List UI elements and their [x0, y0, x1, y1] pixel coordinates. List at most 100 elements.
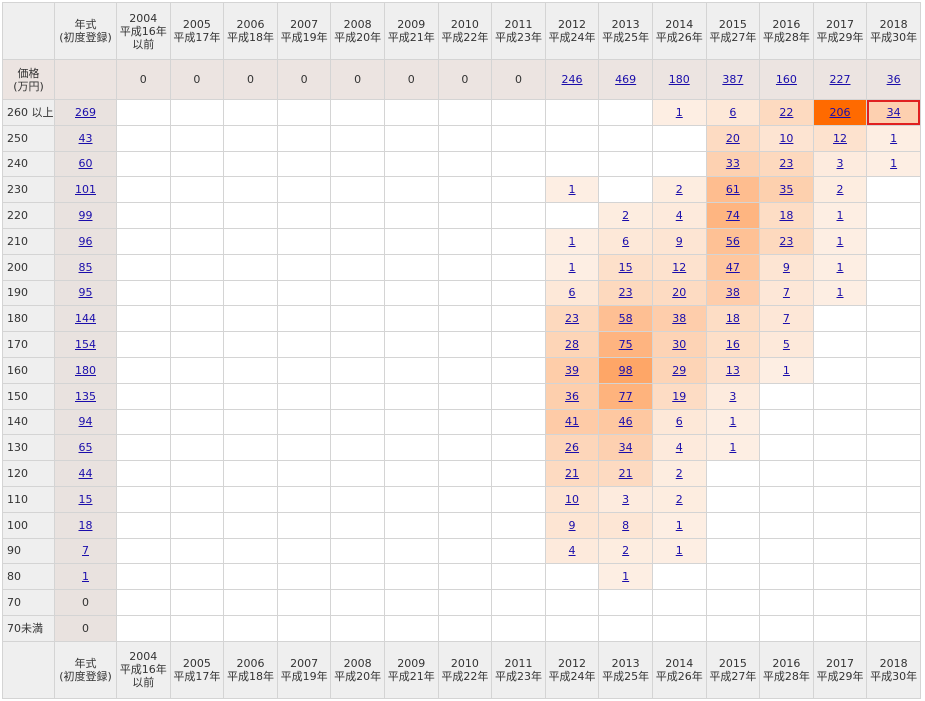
count-link[interactable]: 21 — [618, 467, 633, 481]
count-link[interactable]: 6 — [675, 415, 683, 429]
count-link[interactable]: 75 — [618, 338, 633, 352]
count-link[interactable]: 9 — [568, 518, 576, 532]
count-link[interactable]: 77 — [618, 389, 633, 403]
count-link[interactable]: 33 — [725, 157, 740, 171]
count-link[interactable]: 1 — [836, 286, 844, 300]
count-link[interactable]: 30 — [672, 338, 687, 352]
count-link[interactable]: 43 — [78, 131, 93, 145]
count-link[interactable]: 26 — [565, 441, 580, 455]
count-link[interactable]: 269 — [75, 105, 96, 119]
count-link[interactable]: 18 — [78, 518, 93, 532]
count-link[interactable]: 7 — [782, 286, 790, 300]
count-link[interactable]: 1 — [836, 209, 844, 223]
count-link[interactable]: 3 — [836, 157, 844, 171]
count-link[interactable]: 21 — [565, 467, 580, 481]
count-link[interactable]: 9 — [782, 260, 790, 274]
count-link[interactable]: 206 — [829, 105, 851, 119]
count-link[interactable]: 41 — [565, 415, 580, 429]
count-link[interactable]: 23 — [565, 312, 580, 326]
count-link[interactable]: 44 — [78, 467, 93, 481]
count-link[interactable]: 23 — [779, 157, 794, 171]
count-link[interactable]: 2 — [675, 467, 683, 481]
count-link[interactable]: 20 — [672, 286, 687, 300]
count-link[interactable]: 1 — [568, 234, 576, 248]
count-link[interactable]: 28 — [565, 338, 580, 352]
count-link[interactable]: 5 — [782, 338, 790, 352]
count-link[interactable]: 387 — [722, 73, 744, 86]
count-link[interactable]: 2 — [622, 544, 630, 558]
count-link[interactable]: 38 — [672, 312, 687, 326]
count-link[interactable]: 4 — [568, 544, 576, 558]
count-link[interactable]: 61 — [725, 183, 740, 197]
count-link[interactable]: 47 — [725, 260, 740, 274]
count-link[interactable]: 154 — [75, 338, 96, 352]
count-link[interactable]: 13 — [725, 363, 740, 377]
count-link[interactable]: 1 — [782, 363, 790, 377]
count-link[interactable]: 46 — [618, 415, 633, 429]
count-link[interactable]: 1 — [729, 415, 737, 429]
count-link[interactable]: 65 — [78, 441, 93, 455]
count-link[interactable]: 10 — [779, 131, 794, 145]
count-link[interactable]: 16 — [725, 338, 740, 352]
count-link[interactable]: 469 — [615, 73, 637, 86]
count-link[interactable]: 180 — [75, 363, 96, 377]
count-link[interactable]: 2 — [675, 183, 683, 197]
count-link[interactable]: 6 — [622, 234, 630, 248]
count-link[interactable]: 58 — [618, 312, 633, 326]
count-link[interactable]: 36 — [565, 389, 580, 403]
count-link[interactable]: 1 — [82, 570, 89, 584]
count-link[interactable]: 8 — [622, 518, 630, 532]
count-link[interactable]: 15 — [78, 492, 93, 506]
count-link[interactable]: 60 — [78, 157, 93, 171]
count-link[interactable]: 1 — [568, 260, 576, 274]
count-link[interactable]: 29 — [672, 363, 687, 377]
count-link[interactable]: 7 — [782, 312, 790, 326]
count-link[interactable]: 12 — [833, 131, 848, 145]
count-link[interactable]: 1 — [890, 131, 898, 145]
count-link[interactable]: 1 — [836, 234, 844, 248]
count-link[interactable]: 96 — [78, 234, 93, 248]
count-link[interactable]: 98 — [618, 363, 633, 377]
count-link[interactable]: 10 — [565, 492, 580, 506]
count-link[interactable]: 15 — [618, 260, 633, 274]
count-link[interactable]: 7 — [82, 544, 89, 558]
count-link[interactable]: 95 — [78, 286, 93, 300]
count-link[interactable]: 99 — [78, 209, 93, 223]
count-link[interactable]: 23 — [779, 234, 794, 248]
count-link[interactable]: 4 — [675, 441, 683, 455]
count-link[interactable]: 36 — [886, 73, 901, 86]
count-link[interactable]: 1 — [675, 544, 683, 558]
count-link[interactable]: 22 — [779, 105, 794, 119]
count-link[interactable]: 180 — [668, 73, 690, 86]
count-link[interactable]: 1 — [622, 570, 630, 584]
count-link[interactable]: 1 — [675, 518, 683, 532]
count-link[interactable]: 1 — [568, 183, 576, 197]
count-link[interactable]: 1 — [729, 441, 737, 455]
count-link[interactable]: 12 — [672, 260, 687, 274]
count-link[interactable]: 38 — [725, 286, 740, 300]
count-link[interactable]: 39 — [565, 363, 580, 377]
count-link[interactable]: 101 — [75, 183, 96, 197]
count-link[interactable]: 2 — [836, 183, 844, 197]
count-link[interactable]: 85 — [78, 260, 93, 274]
count-link[interactable]: 144 — [75, 312, 96, 326]
count-link[interactable]: 2 — [675, 492, 683, 506]
count-link[interactable]: 20 — [725, 131, 740, 145]
count-link[interactable]: 34 — [618, 441, 633, 455]
count-link[interactable]: 1 — [675, 105, 683, 119]
count-link[interactable]: 34 — [886, 105, 901, 119]
count-link[interactable]: 6 — [568, 286, 576, 300]
count-link[interactable]: 4 — [675, 209, 683, 223]
count-link[interactable]: 74 — [725, 209, 740, 223]
count-link[interactable]: 94 — [78, 415, 93, 429]
count-link[interactable]: 23 — [618, 286, 633, 300]
count-link[interactable]: 6 — [729, 105, 737, 119]
count-link[interactable]: 1 — [890, 157, 898, 171]
count-link[interactable]: 2 — [622, 209, 630, 223]
count-link[interactable]: 3 — [622, 492, 630, 506]
count-link[interactable]: 56 — [725, 234, 740, 248]
count-link[interactable]: 35 — [779, 183, 794, 197]
count-link[interactable]: 19 — [672, 389, 687, 403]
count-link[interactable]: 227 — [829, 73, 851, 86]
count-link[interactable]: 160 — [775, 73, 797, 86]
